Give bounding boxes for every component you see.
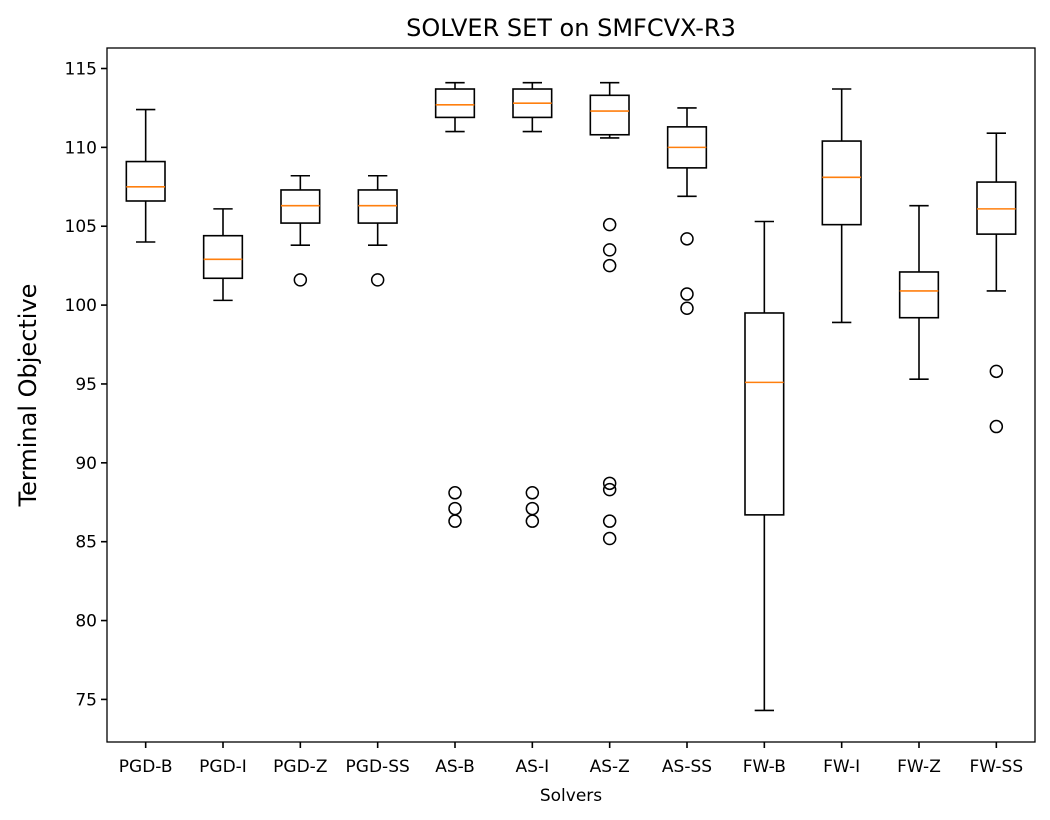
outlier-point [602, 531, 617, 546]
outlier-point [602, 243, 617, 257]
iqr-box [434, 88, 476, 119]
plot-area: 75 80 85 90 95 100 105 110 115 PGD-B PGD-I PGD-Z PGD… [65, 60, 1024, 777]
outlier-point [525, 486, 540, 500]
x-tick-label: PGD-SS [346, 757, 410, 777]
y-tick-label: 95 [75, 375, 97, 395]
y-tick-label: 90 [75, 454, 97, 474]
x-tick-label: PGD-Z [273, 757, 327, 777]
outlier-point [680, 287, 694, 301]
outlier-point [370, 273, 385, 287]
y-tick-label: 85 [75, 533, 97, 553]
box-as-i [512, 81, 553, 528]
y-tick-label: 110 [65, 138, 97, 158]
outlier-point [602, 476, 617, 491]
box-pgd-ss [357, 174, 398, 287]
iqr-box [125, 160, 166, 202]
iqr-box [821, 140, 862, 226]
iqr-box [589, 94, 630, 136]
outlier-point [602, 258, 617, 273]
box-fw-z [898, 204, 940, 381]
box-as-ss [666, 107, 708, 315]
x-tick-label: PGD-I [199, 757, 247, 777]
box-as-b [434, 81, 476, 528]
box-fw-i [821, 88, 862, 324]
iqr-box [744, 312, 785, 516]
outlier-point [602, 514, 617, 528]
box-pgd-z [280, 174, 321, 287]
outlier-point [602, 482, 617, 497]
x-tick-label: FW-SS [970, 757, 1024, 777]
outlier-point [448, 486, 462, 500]
outlier-point [680, 301, 694, 315]
y-tick-label: 115 [65, 60, 97, 80]
outlier-point [989, 419, 1004, 434]
x-tick-label: AS-B [435, 757, 475, 777]
outlier-point [602, 217, 617, 232]
x-axis-label: Solvers [540, 786, 602, 806]
x-tick-label: PGD-B [119, 757, 173, 777]
y-axis-label: Terminal Objective [14, 284, 42, 508]
outlier-point [525, 514, 540, 528]
y-tick-label: 105 [65, 217, 97, 237]
x-tick-label: FW-I [823, 757, 860, 777]
iqr-box [202, 234, 244, 280]
box-pgd-b [125, 108, 166, 243]
x-tick-label: AS-Z [590, 757, 630, 777]
x-tick-label: AS-I [516, 757, 550, 777]
y-tick-label: 100 [65, 296, 97, 316]
iqr-box [898, 271, 940, 319]
box-fw-b [744, 220, 785, 712]
x-tick-label: FW-Z [897, 757, 941, 777]
outlier-point [448, 501, 462, 516]
x-tick-label: FW-B [743, 757, 786, 777]
plot-frame [106, 47, 1036, 743]
outlier-point [680, 232, 694, 246]
y-tick-label: 80 [75, 612, 97, 632]
outlier-point [293, 273, 308, 287]
outlier-point [525, 501, 540, 516]
box-as-z [589, 81, 630, 546]
outlier-point [448, 514, 462, 528]
y-tick-label: 75 [75, 690, 97, 710]
outlier-point [989, 364, 1004, 379]
x-tick-label: AS-SS [662, 757, 712, 777]
box-fw-ss [976, 132, 1017, 434]
chart-title: SOLVER SET on SMFCVX-R3 [406, 14, 736, 42]
box-pgd-i [202, 208, 244, 302]
